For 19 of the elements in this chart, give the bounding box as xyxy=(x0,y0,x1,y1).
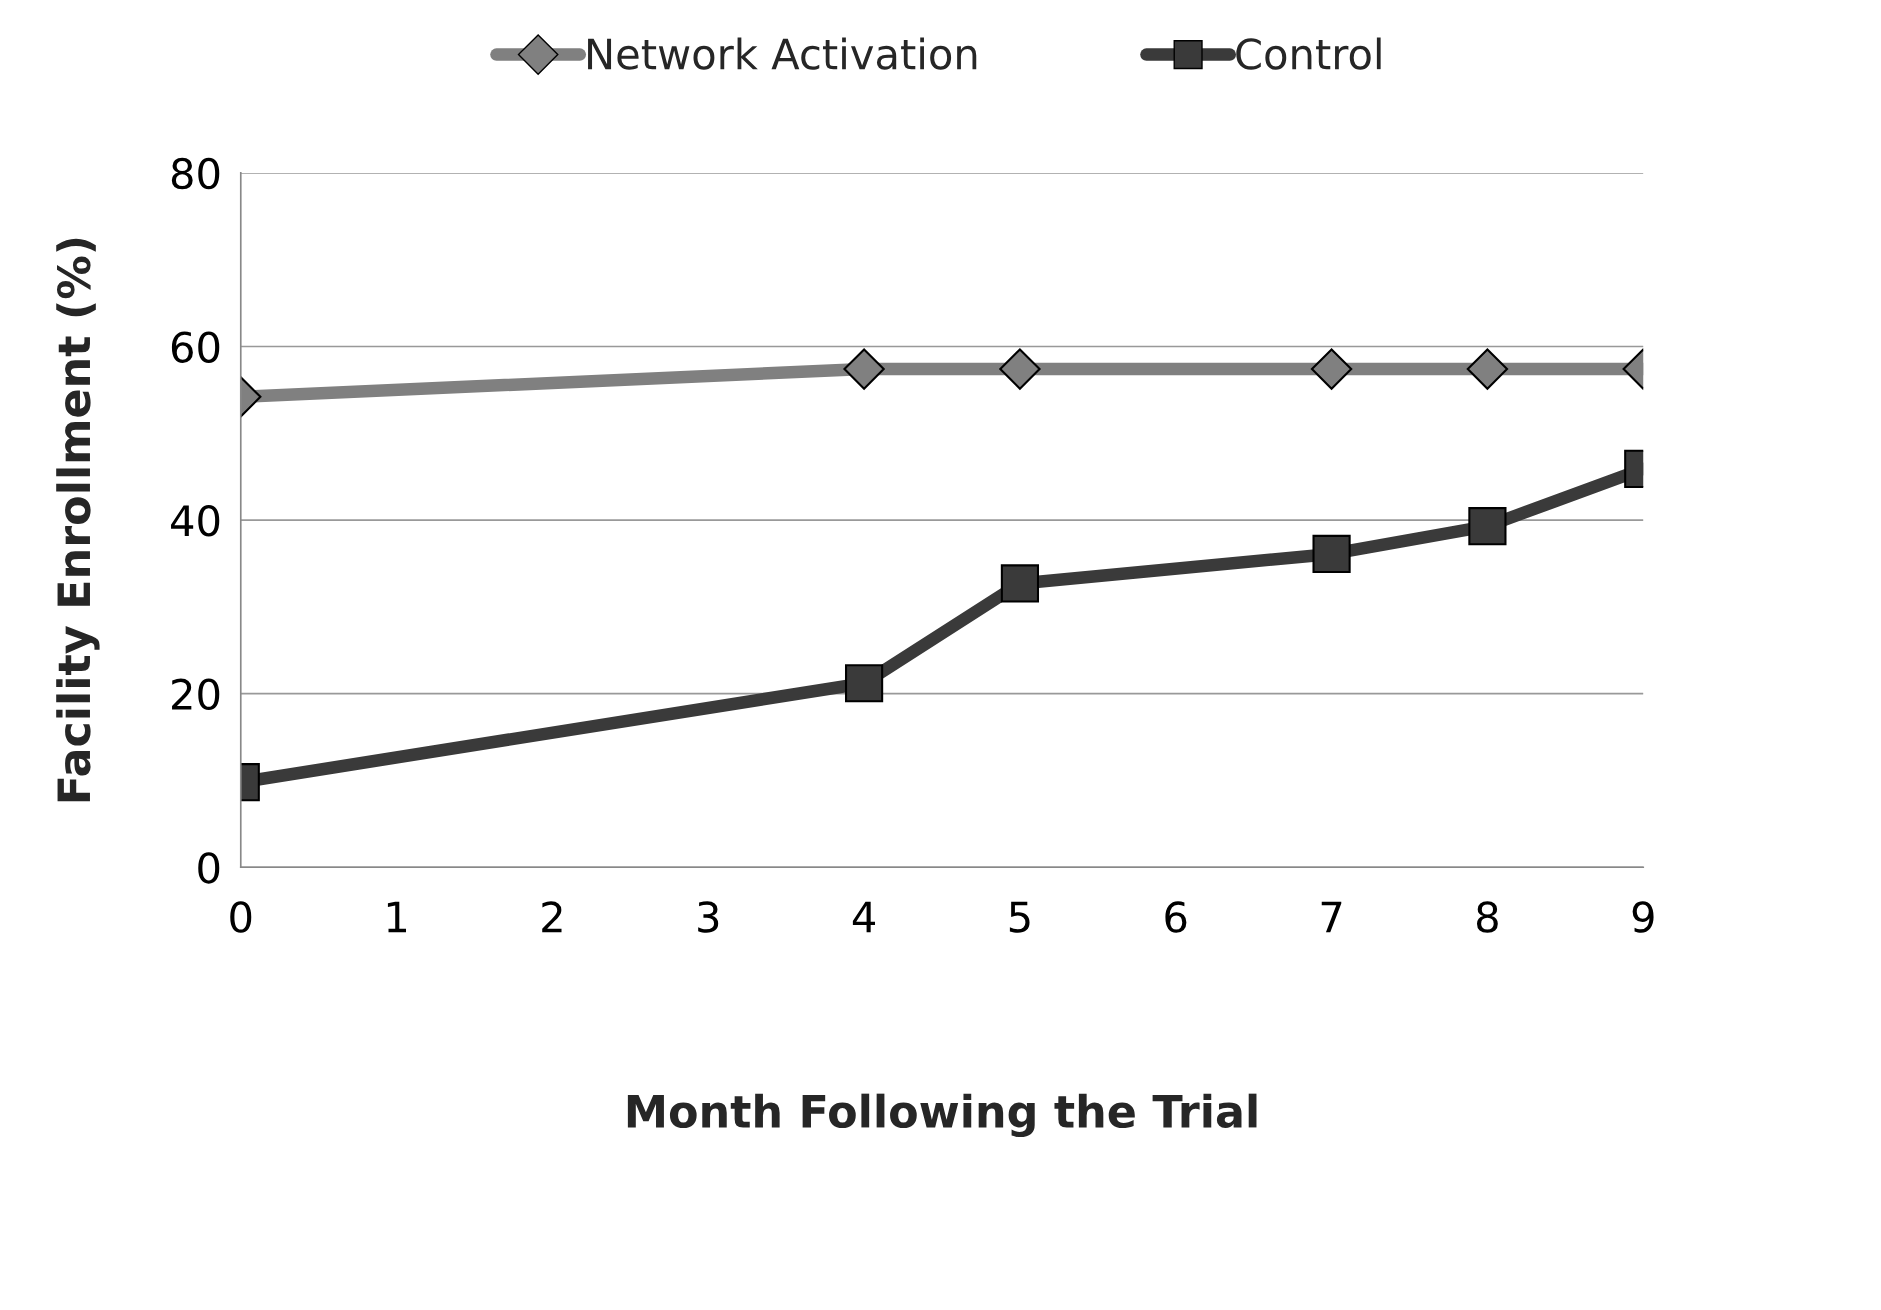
x-tick-label: 9 xyxy=(1632,901,1654,933)
y-axis-title: Facility Enrollment (%) xyxy=(56,238,100,802)
legend-label: Control xyxy=(1236,37,1381,70)
x-tick-label: 3 xyxy=(698,901,719,933)
legend-label: Network Activation xyxy=(588,37,977,70)
x-tick-label: 4 xyxy=(852,901,876,933)
y-tick-label: 40 xyxy=(171,504,220,537)
y-tick-label: 20 xyxy=(172,678,220,711)
y-tick-label: 60 xyxy=(171,331,220,363)
x-axis-title: Month Following the Trial xyxy=(627,1093,1257,1138)
x-tick-label: 0 xyxy=(230,901,252,933)
x-tick-label: 7 xyxy=(1321,901,1342,933)
x-tick-label: 1 xyxy=(387,901,407,933)
x-tick-label: 5 xyxy=(1009,901,1030,933)
y-tick-label: 0 xyxy=(198,852,220,884)
x-tick-label: 2 xyxy=(542,901,562,933)
x-tick-label: 6 xyxy=(1165,901,1187,933)
y-tick-label: 80 xyxy=(171,157,220,190)
x-tick-label: 8 xyxy=(1476,901,1498,933)
